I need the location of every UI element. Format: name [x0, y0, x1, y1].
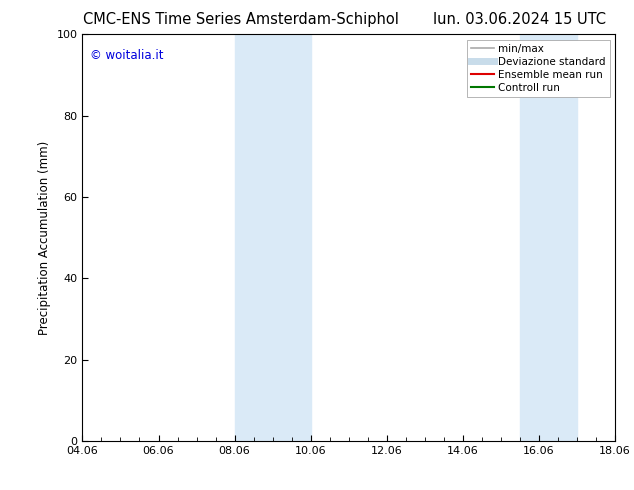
Bar — [235, 34, 311, 441]
Text: lun. 03.06.2024 15 UTC: lun. 03.06.2024 15 UTC — [434, 12, 606, 27]
Y-axis label: Precipitation Accumulation (mm): Precipitation Accumulation (mm) — [38, 141, 51, 335]
Legend: min/max, Deviazione standard, Ensemble mean run, Controll run: min/max, Deviazione standard, Ensemble m… — [467, 40, 610, 97]
Text: CMC-ENS Time Series Amsterdam-Schiphol: CMC-ENS Time Series Amsterdam-Schiphol — [83, 12, 399, 27]
Bar — [520, 34, 577, 441]
Text: © woitalia.it: © woitalia.it — [91, 49, 164, 62]
